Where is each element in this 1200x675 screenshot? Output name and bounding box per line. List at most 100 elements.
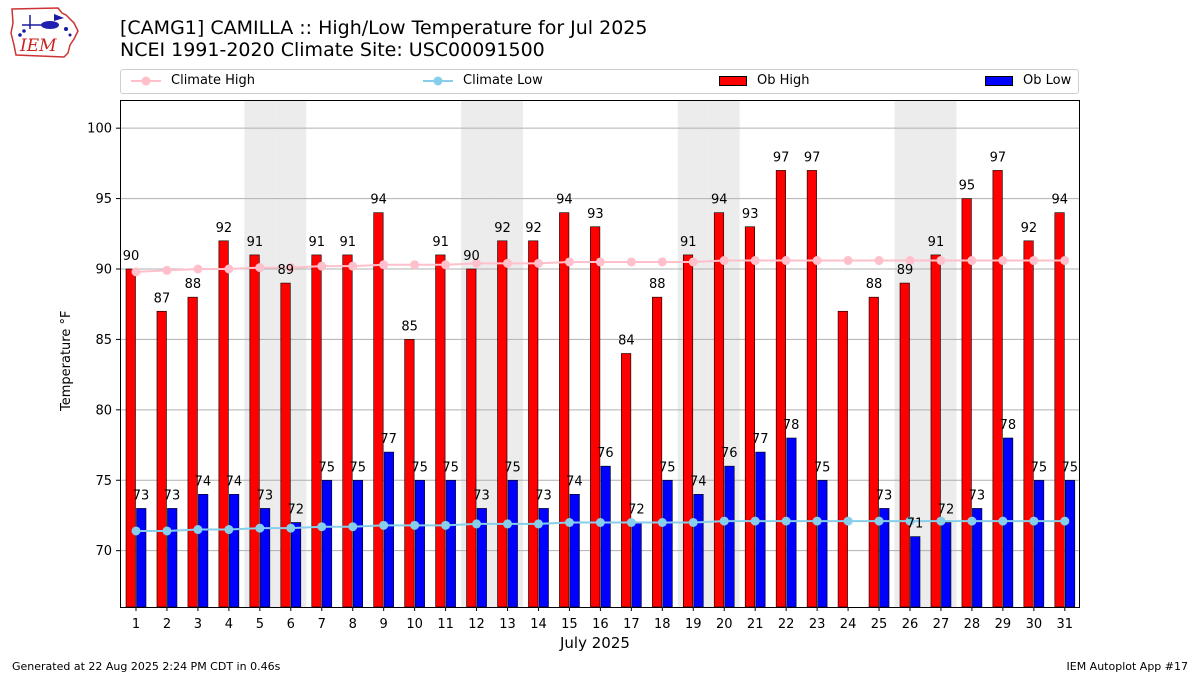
- logo-text: IEM: [19, 36, 57, 56]
- y-tick-label: 70: [95, 544, 112, 559]
- ob-low-bar: [910, 536, 921, 608]
- ob-high-label: 90: [123, 249, 140, 264]
- climate-high-point: [503, 258, 513, 268]
- climate-high-point: [410, 260, 420, 270]
- climate-low-point: [410, 520, 420, 530]
- climate-low-point: [998, 516, 1008, 526]
- climate-low-point: [967, 516, 977, 526]
- ob-low-bar: [662, 479, 673, 608]
- ob-high-bar: [342, 254, 353, 608]
- x-tick-label: 9: [380, 617, 388, 632]
- climate-high-point: [998, 256, 1008, 266]
- ob-high-bar: [125, 268, 136, 608]
- ob-high-label: 84: [618, 334, 635, 349]
- ob-high-bar: [373, 212, 384, 608]
- ob-low-bar: [1034, 479, 1045, 608]
- ob-high-label: 91: [928, 235, 945, 250]
- ob-low-label: 75: [349, 460, 366, 475]
- x-tick-label: 27: [933, 617, 950, 632]
- x-tick-label: 10: [406, 617, 423, 632]
- x-tick-label: 8: [349, 617, 357, 632]
- weekend-band: [275, 100, 307, 607]
- climate-high-point: [162, 265, 172, 275]
- ob-high-label: 90: [463, 249, 480, 264]
- climate-high-point: [348, 261, 358, 271]
- climate-high-point: [286, 263, 296, 273]
- climate-low-point: [905, 516, 915, 526]
- ob-high-bar: [992, 170, 1003, 608]
- x-tick-label: 29: [995, 617, 1012, 632]
- ob-low-label: 75: [411, 460, 428, 475]
- climate-low-point: [503, 519, 513, 529]
- x-tick-label: 18: [654, 617, 671, 632]
- climate-high-point: [967, 256, 977, 266]
- ob-low-label: 78: [1000, 418, 1017, 433]
- climate-high-point: [224, 264, 234, 274]
- ob-high-label: 91: [308, 235, 325, 250]
- footer-app: IEM Autoplot App #17: [1066, 660, 1189, 673]
- ob-low-label: 75: [1031, 460, 1048, 475]
- footer-generated: Generated at 22 Aug 2025 2:24 PM CDT in …: [12, 660, 281, 673]
- climate-low-point: [193, 525, 203, 535]
- ob-low-label: 75: [504, 460, 521, 475]
- climate-high-point: [441, 260, 451, 270]
- climate-high-point: [750, 256, 760, 266]
- climate-high-point: [317, 261, 327, 271]
- x-tick-label: 25: [871, 617, 888, 632]
- legend-ob-high-label: Ob High: [757, 73, 810, 88]
- climate-high-point: [533, 258, 543, 268]
- ob-low-bar: [290, 522, 302, 608]
- x-tick-label: 13: [499, 617, 516, 632]
- climate-high-point: [936, 256, 946, 266]
- y-tick-label: 75: [95, 474, 112, 489]
- climate-high-point: [472, 258, 482, 268]
- climate-low-point: [348, 522, 358, 532]
- climate-low-point: [131, 526, 141, 536]
- weekend-band: [492, 100, 523, 607]
- x-tick-label: 11: [437, 617, 454, 632]
- ob-low-label: 75: [442, 460, 459, 475]
- ob-low-label: 73: [473, 488, 490, 503]
- y-tick-label: 85: [95, 333, 112, 348]
- weekend-band: [925, 100, 957, 607]
- ob-high-bar: [713, 212, 725, 608]
- ob-high-bar: [775, 170, 786, 608]
- climate-high-point: [719, 256, 729, 266]
- ob-high-bar: [435, 254, 446, 608]
- climate-low-point: [162, 526, 172, 536]
- legend-ob-high: Ob High: [719, 73, 810, 88]
- climate-low-point: [595, 518, 605, 527]
- ob-high-label: 93: [587, 207, 604, 222]
- ob-low-bar: [941, 522, 952, 608]
- ob-high-label: 94: [711, 193, 728, 208]
- x-tick-label: 12: [468, 617, 485, 632]
- ob-low-label: 74: [195, 474, 212, 489]
- x-tick-label: 6: [287, 617, 295, 632]
- x-tick-label: 26: [902, 617, 919, 632]
- climate-low-point: [688, 518, 698, 527]
- ob-high-bar: [652, 296, 663, 608]
- ob-high-swatch-icon: [719, 75, 747, 86]
- ob-low-label: 73: [257, 488, 274, 503]
- ob-low-bar: [724, 465, 735, 608]
- ob-high-label: 92: [1021, 221, 1038, 236]
- ob-high-label: 94: [370, 193, 387, 208]
- ob-low-label: 75: [659, 460, 676, 475]
- x-tick-label: 16: [592, 617, 609, 632]
- ob-low-bar: [414, 479, 425, 608]
- climate-high-point: [255, 263, 265, 273]
- ob-high-bar: [218, 240, 229, 608]
- ob-low-label: 77: [752, 432, 769, 447]
- ob-high-label: 91: [680, 235, 697, 250]
- ob-high-bar: [497, 240, 508, 608]
- ob-high-bar: [590, 226, 601, 608]
- ob-low-bar: [136, 508, 147, 608]
- climate-low-point: [564, 518, 574, 527]
- title-line-2: NCEI 1991-2020 Climate Site: USC00091500: [120, 39, 545, 61]
- ob-low-label: 75: [814, 460, 831, 475]
- y-axis-title: Temperature °F: [59, 310, 74, 411]
- ob-high-label: 88: [649, 277, 666, 292]
- title-line-1: [CAMG1] CAMILLA :: High/Low Temperature …: [120, 17, 648, 39]
- ob-high-bar: [187, 296, 198, 608]
- x-tick-label: 3: [194, 617, 202, 632]
